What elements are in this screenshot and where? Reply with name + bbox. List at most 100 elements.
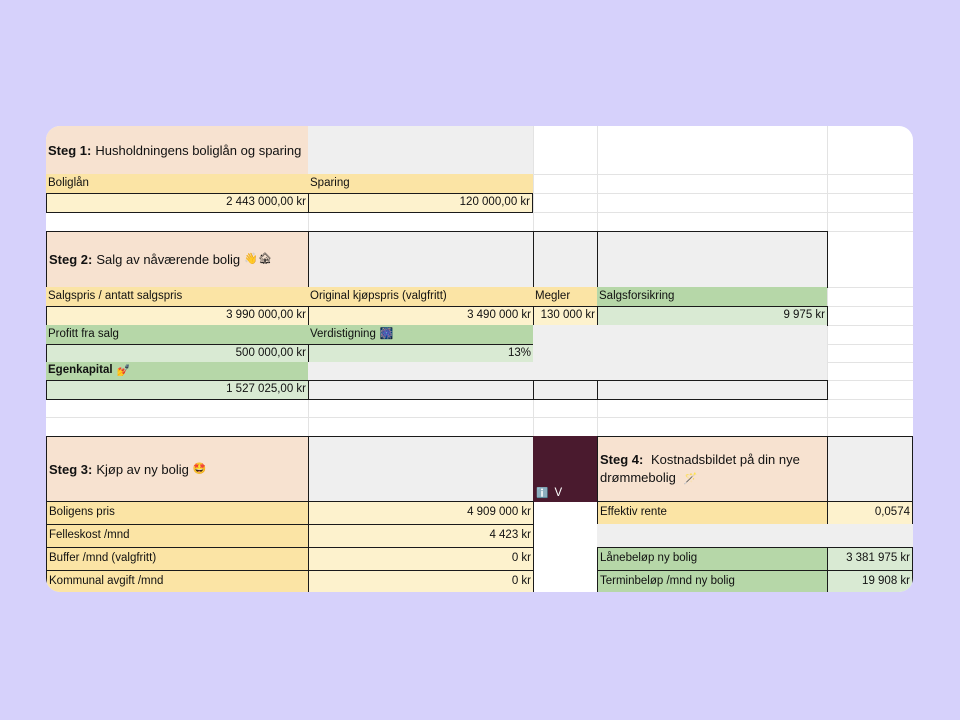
step4-header[interactable]: Steg 4: Kostnadsbildet på din nye drømme… (597, 436, 828, 502)
egenkapital-label: Egenkapital (48, 364, 113, 377)
step2-gray-cell-1[interactable] (308, 231, 534, 288)
grid-line (827, 126, 828, 592)
egenkapital-value: 1 527 025,00 kr (226, 383, 306, 396)
buffer-value-cell[interactable]: 0 kr (308, 547, 534, 571)
megler-label-cell[interactable]: Megler (533, 287, 597, 306)
lanebelop-value-cell[interactable]: 3 381 975 kr (827, 547, 913, 571)
sparing-value-cell[interactable]: 120 000,00 kr (308, 193, 533, 213)
lanebelop-label-cell[interactable]: Lånebeløp ny bolig (597, 547, 828, 571)
sparing-label: Sparing (310, 176, 350, 189)
effektiv-rente-value: 0,0574 (874, 506, 910, 519)
buffer-value: 0 kr (511, 552, 531, 565)
dropdown-label: V (554, 486, 563, 499)
step2-label: Steg 2: (49, 252, 93, 267)
buffer-label: Buffer /mnd (valgfritt) (49, 552, 157, 565)
felleskost-label-cell[interactable]: Felleskost /mnd (46, 524, 309, 548)
verdistigning-label-cell[interactable]: Verdistigning 🎆 (308, 325, 533, 344)
nail-polish-icon: 💅 (116, 364, 131, 377)
step3-title: Kjøp av ny bolig (96, 461, 189, 477)
verdistigning-label: Verdistigning (310, 327, 376, 340)
kommunal-value: 0 kr (511, 575, 531, 588)
terminbelop-value-cell[interactable]: 19 908 kr (827, 570, 913, 592)
step4-label: Steg 4: (600, 451, 644, 467)
felleskost-label: Felleskost /mnd (49, 529, 130, 542)
step1-title: Husholdningens boliglån og sparing (95, 142, 302, 158)
step1-gray-cell[interactable] (308, 126, 533, 174)
effektiv-rente-label-cell[interactable]: Effektiv rente (597, 501, 828, 525)
fireworks-icon: 🎆 (379, 328, 394, 340)
gray-cell-egenkapital-3[interactable] (597, 362, 827, 380)
boliglan-value: 2 443 000,00 kr (226, 196, 306, 209)
terminbelop-value: 19 908 kr (862, 575, 910, 588)
step2-title: Salg av nåværende bolig (96, 252, 241, 267)
salgsforsikring-label-cell[interactable]: Salgsforsikring (597, 287, 827, 306)
kjopspris-label: Original kjøpspris (valgfritt) (310, 289, 447, 302)
spreadsheet[interactable]: Steg 1: Husholdningens boliglån og spari… (46, 126, 913, 592)
info-icon: ℹ️ (536, 488, 549, 499)
step1-label: Steg 1: (48, 142, 92, 158)
salgspris-value: 3 990 000,00 kr (226, 309, 306, 322)
verdistigning-value: 13% (507, 346, 531, 359)
gray-cell-step4-r2b[interactable] (827, 524, 913, 548)
terminbelop-label: Terminbeløp /mnd ny bolig (600, 575, 735, 588)
boliglan-label: Boliglån (48, 176, 89, 189)
egenkapital-value-cell[interactable]: 1 527 025,00 kr (46, 380, 309, 400)
step3-label: Steg 3: (49, 461, 93, 477)
gray-cell-egenkapital-v2[interactable] (533, 380, 598, 400)
gray-cell-megler-r4[interactable] (533, 344, 597, 362)
effektiv-rente-label: Effektiv rente (600, 506, 667, 519)
gray-cell-egenkapital-2[interactable] (533, 362, 597, 380)
terminbelop-label-cell[interactable]: Terminbeløp /mnd ny bolig (597, 570, 828, 592)
salgspris-label-cell[interactable]: Salgspris / antatt salgspris (46, 287, 308, 306)
egenkapital-label-cell[interactable]: Egenkapital 💅 (46, 362, 308, 380)
gray-cell-step4-r2a[interactable] (597, 524, 827, 548)
verdistigning-value-cell[interactable]: 13% (308, 344, 534, 363)
megler-label: Megler (535, 289, 571, 302)
salgsforsikring-value: 9 975 kr (783, 309, 825, 322)
step3-gray-cell[interactable] (308, 436, 534, 502)
step1-header[interactable]: Steg 1: Husholdningens boliglån og spari… (46, 126, 308, 174)
lanebelop-value: 3 381 975 kr (846, 552, 910, 565)
profitt-label-cell[interactable]: Profitt fra salg (46, 325, 308, 344)
sparing-label-cell[interactable]: Sparing (308, 174, 533, 193)
boligens-pris-value-cell[interactable]: 4 909 000 kr (308, 501, 534, 525)
gray-cell-egenkapital-v1[interactable] (308, 380, 534, 400)
star-struck-icon: 🤩 (192, 462, 207, 475)
kommunal-value-cell[interactable]: 0 kr (308, 570, 534, 592)
gray-cell-egenkapital-v3[interactable] (597, 380, 828, 400)
step4-gray-cell[interactable] (827, 436, 913, 502)
gray-cell-egenkapital-1[interactable] (308, 362, 533, 380)
kjopspris-value-cell[interactable]: 3 490 000 kr (308, 306, 534, 326)
gray-cell-megler-r3[interactable] (533, 325, 597, 344)
gray-cell-forsikring-r4[interactable] (597, 344, 827, 362)
magic-wand-icon: 🪄 (683, 472, 698, 485)
buffer-label-cell[interactable]: Buffer /mnd (valgfritt) (46, 547, 309, 571)
step2-gray-cell-2[interactable] (533, 231, 598, 288)
boligens-pris-value: 4 909 000 kr (467, 506, 531, 519)
step3-header[interactable]: Steg 3: Kjøp av ny bolig 🤩 (46, 436, 309, 502)
step2-gray-cell-3[interactable] (597, 231, 828, 288)
wave-house-icon: 👋🏚 (244, 253, 272, 265)
profitt-value: 500 000,00 kr (235, 346, 306, 359)
kjopspris-value: 3 490 000 kr (467, 309, 531, 322)
effektiv-rente-value-cell[interactable]: 0,0574 (827, 501, 913, 525)
salgsforsikring-label: Salgsforsikring (599, 289, 675, 302)
boliglan-value-cell[interactable]: 2 443 000,00 kr (46, 193, 309, 213)
kommunal-label-cell[interactable]: Kommunal avgift /mnd (46, 570, 309, 592)
salgsforsikring-value-cell[interactable]: 9 975 kr (597, 306, 828, 326)
profitt-value-cell[interactable]: 500 000,00 kr (46, 344, 309, 363)
felleskost-value-cell[interactable]: 4 423 kr (308, 524, 534, 548)
dropdown-cell[interactable]: ℹ️ V (533, 436, 597, 502)
sparing-value: 120 000,00 kr (459, 196, 530, 209)
salgspris-value-cell[interactable]: 3 990 000,00 kr (46, 306, 309, 326)
grid-line (46, 417, 913, 418)
boliglan-label-cell[interactable]: Boliglån (46, 174, 308, 193)
megler-value-cell[interactable]: 130 000 kr (533, 306, 598, 326)
boligens-pris-label-cell[interactable]: Boligens pris (46, 501, 309, 525)
salgspris-label: Salgspris / antatt salgspris (48, 289, 183, 302)
kommunal-label: Kommunal avgift /mnd (49, 575, 164, 588)
profitt-label: Profitt fra salg (48, 327, 119, 340)
gray-cell-forsikring-r3[interactable] (597, 325, 827, 344)
step2-header[interactable]: Steg 2: Salg av nåværende bolig 👋🏚 (46, 231, 309, 288)
kjopspris-label-cell[interactable]: Original kjøpspris (valgfritt) (308, 287, 533, 306)
